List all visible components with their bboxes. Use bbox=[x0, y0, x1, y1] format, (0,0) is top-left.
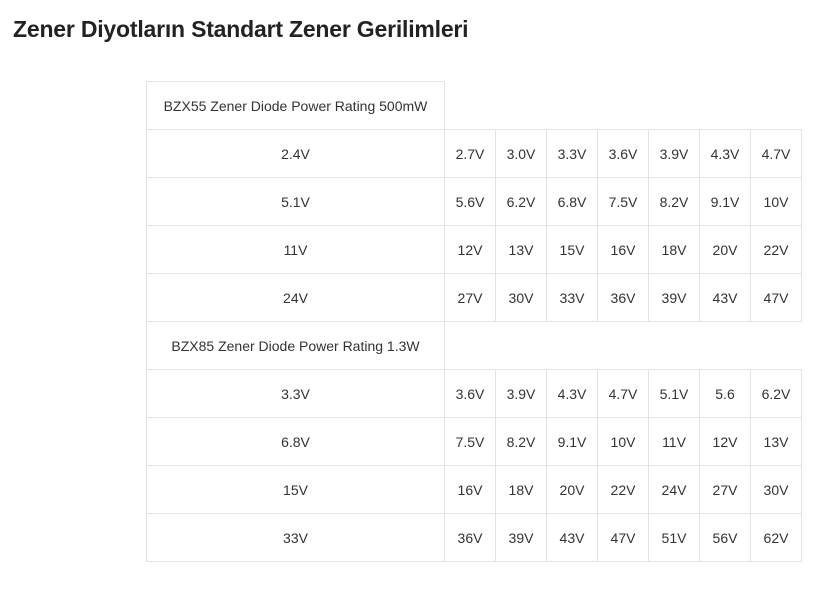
table-cell-voltage: 33V bbox=[546, 273, 598, 322]
zener-voltage-table: BZX55 Zener Diode Power Rating 500mW 2.4V… bbox=[146, 81, 802, 562]
table-row: 6.8V 7.5V 8.2V 9.1V 10V 11V 12V 13V bbox=[146, 417, 802, 466]
table-cell-voltage: 39V bbox=[495, 513, 547, 562]
table-cell-voltage: 20V bbox=[546, 465, 598, 514]
table-cell-voltage: 22V bbox=[750, 225, 802, 274]
section-header: BZX85 Zener Diode Power Rating 1.3W bbox=[146, 321, 445, 370]
table-cell-base-voltage: 2.4V bbox=[146, 129, 445, 178]
table-row: 11V 12V 13V 15V 16V 18V 20V 22V bbox=[146, 225, 802, 274]
table-cell-voltage: 47V bbox=[597, 513, 649, 562]
table-cell-voltage: 43V bbox=[546, 513, 598, 562]
table-cell-voltage: 39V bbox=[648, 273, 700, 322]
table-cell-voltage: 3.3V bbox=[546, 129, 598, 178]
table-cell-voltage: 18V bbox=[495, 465, 547, 514]
table-row: 15V 16V 18V 20V 22V 24V 27V 30V bbox=[146, 465, 802, 514]
table-cell-voltage: 4.7V bbox=[750, 129, 802, 178]
table-cell-voltage: 4.7V bbox=[597, 369, 649, 418]
table-cell-voltage: 7.5V bbox=[444, 417, 496, 466]
table-row: 33V 36V 39V 43V 47V 51V 56V 62V bbox=[146, 513, 802, 562]
table-cell-base-voltage: 3.3V bbox=[146, 369, 445, 418]
table-cell-voltage: 62V bbox=[750, 513, 802, 562]
table-cell-base-voltage: 11V bbox=[146, 225, 445, 274]
table-row: 24V 27V 30V 33V 36V 39V 43V 47V bbox=[146, 273, 802, 322]
table-cell-voltage: 27V bbox=[699, 465, 751, 514]
table-cell-voltage: 12V bbox=[444, 225, 496, 274]
table-cell-voltage: 3.6V bbox=[444, 369, 496, 418]
table-cell-voltage: 9.1V bbox=[699, 177, 751, 226]
table-cell-voltage: 9.1V bbox=[546, 417, 598, 466]
table-cell-voltage: 4.3V bbox=[699, 129, 751, 178]
table-cell-voltage: 43V bbox=[699, 273, 751, 322]
table-row: 2.4V 2.7V 3.0V 3.3V 3.6V 3.9V 4.3V 4.7V bbox=[146, 129, 802, 178]
table-cell-voltage: 5.6 bbox=[699, 369, 751, 418]
page-title: Zener Diyotların Standart Zener Geriliml… bbox=[13, 16, 469, 42]
table-cell-voltage: 4.3V bbox=[546, 369, 598, 418]
table-cell-voltage: 13V bbox=[750, 417, 802, 466]
zener-table-body: BZX55 Zener Diode Power Rating 500mW 2.4V… bbox=[146, 81, 802, 562]
table-cell-voltage: 6.8V bbox=[546, 177, 598, 226]
table-cell-voltage: 27V bbox=[444, 273, 496, 322]
table-cell-voltage: 16V bbox=[444, 465, 496, 514]
table-cell-voltage: 18V bbox=[648, 225, 700, 274]
table-cell-voltage: 47V bbox=[750, 273, 802, 322]
table-cell-voltage: 22V bbox=[597, 465, 649, 514]
table-cell-voltage: 10V bbox=[597, 417, 649, 466]
table-cell-voltage: 36V bbox=[444, 513, 496, 562]
table-cell-voltage: 15V bbox=[546, 225, 598, 274]
section-header-row: BZX55 Zener Diode Power Rating 500mW bbox=[146, 81, 802, 130]
table-cell-voltage: 56V bbox=[699, 513, 751, 562]
table-cell-voltage: 11V bbox=[648, 417, 700, 466]
section-header-row: BZX85 Zener Diode Power Rating 1.3W bbox=[146, 321, 802, 370]
table-cell-voltage: 30V bbox=[750, 465, 802, 514]
table-cell-voltage: 3.0V bbox=[495, 129, 547, 178]
table-row: 3.3V 3.6V 3.9V 4.3V 4.7V 5.1V 5.6 6.2V bbox=[146, 369, 802, 418]
section-header-spacer bbox=[444, 81, 802, 130]
table-cell-voltage: 16V bbox=[597, 225, 649, 274]
table-cell-voltage: 12V bbox=[699, 417, 751, 466]
table-cell-voltage: 13V bbox=[495, 225, 547, 274]
table-cell-voltage: 51V bbox=[648, 513, 700, 562]
table-cell-voltage: 5.6V bbox=[444, 177, 496, 226]
table-cell-base-voltage: 24V bbox=[146, 273, 445, 322]
table-cell-voltage: 8.2V bbox=[495, 417, 547, 466]
table-cell-voltage: 5.1V bbox=[648, 369, 700, 418]
table-cell-voltage: 10V bbox=[750, 177, 802, 226]
table-cell-voltage: 30V bbox=[495, 273, 547, 322]
table-cell-voltage: 8.2V bbox=[648, 177, 700, 226]
table-cell-voltage: 36V bbox=[597, 273, 649, 322]
table-cell-base-voltage: 5.1V bbox=[146, 177, 445, 226]
table-cell-voltage: 6.2V bbox=[750, 369, 802, 418]
table-cell-voltage: 3.6V bbox=[597, 129, 649, 178]
table-cell-voltage: 3.9V bbox=[495, 369, 547, 418]
section-header-spacer bbox=[444, 321, 802, 370]
table-cell-base-voltage: 6.8V bbox=[146, 417, 445, 466]
table-cell-voltage: 2.7V bbox=[444, 129, 496, 178]
table-cell-voltage: 6.2V bbox=[495, 177, 547, 226]
section-header: BZX55 Zener Diode Power Rating 500mW bbox=[146, 81, 445, 130]
table-cell-voltage: 7.5V bbox=[597, 177, 649, 226]
table-cell-base-voltage: 33V bbox=[146, 513, 445, 562]
table-cell-voltage: 3.9V bbox=[648, 129, 700, 178]
table-cell-voltage: 20V bbox=[699, 225, 751, 274]
table-cell-voltage: 24V bbox=[648, 465, 700, 514]
table-cell-base-voltage: 15V bbox=[146, 465, 445, 514]
table-row: 5.1V 5.6V 6.2V 6.8V 7.5V 8.2V 9.1V 10V bbox=[146, 177, 802, 226]
